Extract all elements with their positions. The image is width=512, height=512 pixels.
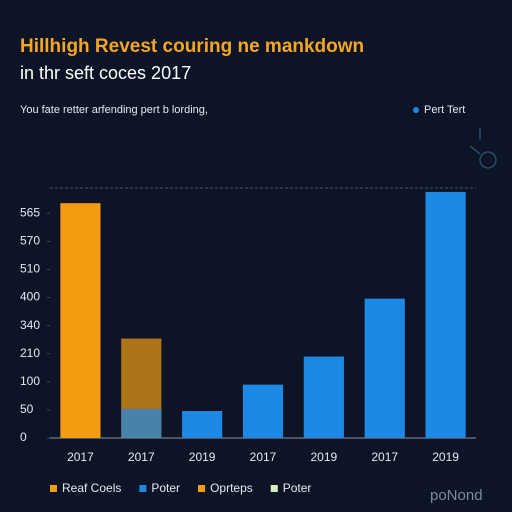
bar bbox=[182, 411, 223, 438]
legend-swatch bbox=[413, 107, 419, 113]
legend-label: Reaf Coels bbox=[62, 481, 121, 495]
bar bbox=[364, 298, 405, 438]
x-tick-label: 2019 bbox=[432, 450, 459, 464]
decoration bbox=[469, 128, 497, 169]
y-tick-label: 100 bbox=[20, 374, 40, 388]
legend-label: Oprteps bbox=[210, 481, 253, 495]
watermark: poNond bbox=[430, 487, 483, 504]
bar bbox=[303, 356, 344, 438]
y-tick-label: 0 bbox=[20, 430, 27, 444]
legend-label: Poter bbox=[151, 481, 180, 495]
y-tick-label: 570 bbox=[20, 234, 40, 248]
x-tick-label: 2019 bbox=[311, 450, 338, 464]
x-tick-label: 2017 bbox=[250, 450, 277, 464]
bar bbox=[242, 384, 284, 438]
legend-swatch bbox=[270, 485, 278, 492]
bar bbox=[60, 203, 101, 438]
y-tick-label: 400 bbox=[20, 290, 40, 304]
y-tick-label: 210 bbox=[20, 346, 40, 360]
legend-label: Poter bbox=[283, 481, 312, 495]
x-tick-label: 2017 bbox=[67, 450, 94, 464]
x-tick-label: 2019 bbox=[189, 450, 216, 464]
x-tick-label: 2017 bbox=[128, 450, 155, 464]
y-tick-label: 510 bbox=[20, 262, 40, 276]
legend-label: Pert Tert bbox=[424, 104, 465, 116]
legend-swatch bbox=[139, 485, 147, 492]
legend-swatch bbox=[198, 485, 206, 492]
bar bbox=[121, 408, 162, 438]
y-tick-label: 565 bbox=[20, 205, 40, 219]
note: You fate retter arfending pert b lording… bbox=[20, 104, 208, 116]
x-tick-label: 2017 bbox=[371, 450, 398, 464]
y-tick-label: 50 bbox=[20, 402, 34, 416]
legend-swatch bbox=[50, 485, 57, 492]
bar bbox=[425, 191, 466, 438]
y-tick-label: 340 bbox=[20, 318, 40, 332]
chart-title: Hillhigh Revest couring ne mankdown bbox=[20, 36, 364, 57]
chart-subtitle: in thr seft coces 2017 bbox=[20, 63, 191, 83]
